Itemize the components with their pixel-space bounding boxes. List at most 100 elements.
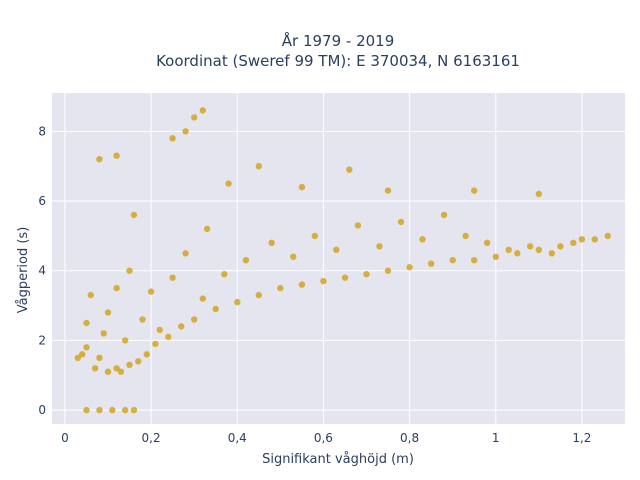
data-point xyxy=(234,298,241,306)
data-point xyxy=(182,128,189,135)
x-tick-label: 0 xyxy=(61,431,69,445)
data-point xyxy=(346,166,353,173)
data-point xyxy=(449,257,456,264)
data-point xyxy=(83,319,90,327)
data-point xyxy=(535,246,542,253)
data-point xyxy=(135,358,142,365)
data-point xyxy=(139,316,146,323)
data-point xyxy=(74,354,82,361)
x-tick-label: 0,8 xyxy=(400,431,419,445)
data-point xyxy=(126,267,133,274)
data-point xyxy=(483,239,491,246)
y-tick-label: 8 xyxy=(38,124,46,138)
data-points xyxy=(74,107,611,414)
data-point xyxy=(419,236,426,243)
data-point xyxy=(126,361,133,368)
data-point xyxy=(117,368,125,375)
data-point xyxy=(91,365,99,372)
data-point xyxy=(122,337,129,344)
plot-area xyxy=(52,93,625,424)
data-point xyxy=(384,267,392,274)
y-tick-label: 4 xyxy=(38,264,46,278)
data-point xyxy=(242,257,250,264)
data-point xyxy=(341,274,349,281)
y-tick-label: 6 xyxy=(38,194,46,208)
data-point xyxy=(100,330,107,337)
x-axis-title: Signifikant våghöjd (m) xyxy=(262,452,414,467)
x-tick-label: 0,2 xyxy=(142,431,161,445)
data-point xyxy=(376,243,383,250)
data-point xyxy=(147,288,155,295)
data-point xyxy=(104,368,112,375)
chart-title: År 1979 - 2019 xyxy=(282,31,395,50)
data-point xyxy=(505,246,512,253)
data-point xyxy=(152,340,159,348)
data-point xyxy=(363,271,370,278)
data-point xyxy=(182,250,189,257)
chart-subtitle: Koordinat (Sweref 99 TM): E 370034, N 61… xyxy=(156,52,520,70)
data-point xyxy=(268,239,275,246)
data-point xyxy=(535,190,542,198)
data-point xyxy=(169,135,176,142)
data-point xyxy=(165,333,172,341)
y-tick-label: 2 xyxy=(38,333,46,347)
data-point xyxy=(178,323,185,330)
data-point xyxy=(143,351,150,358)
data-point xyxy=(440,211,448,219)
data-point xyxy=(156,326,163,334)
x-tick-label: 1 xyxy=(492,431,500,445)
data-point xyxy=(169,274,176,281)
data-point xyxy=(113,365,120,372)
data-point xyxy=(604,232,611,240)
x-axis-ticks: 0 0,2 0,4 0,6 0,8 1 1,2 xyxy=(61,431,591,445)
y-axis-title: Vågperiod (s) xyxy=(16,227,31,314)
data-point xyxy=(255,291,262,299)
data-point xyxy=(113,284,120,292)
data-point xyxy=(298,183,306,191)
data-point xyxy=(203,225,211,233)
data-point xyxy=(199,295,206,302)
data-point xyxy=(109,406,116,414)
data-point xyxy=(514,250,521,257)
data-point xyxy=(199,107,206,114)
data-point xyxy=(548,250,555,257)
data-point xyxy=(130,406,138,414)
data-point xyxy=(96,406,103,414)
data-point xyxy=(471,257,478,264)
data-point xyxy=(406,264,413,271)
data-point xyxy=(122,406,129,414)
data-point xyxy=(471,187,478,194)
data-point xyxy=(384,187,392,194)
data-point xyxy=(298,281,306,288)
data-point xyxy=(591,236,598,243)
data-point xyxy=(354,222,362,229)
data-point xyxy=(462,232,469,240)
data-point xyxy=(311,232,318,240)
data-point xyxy=(277,284,284,292)
data-point xyxy=(191,316,198,323)
data-point xyxy=(492,253,499,260)
data-point xyxy=(191,114,198,121)
x-tick-label: 0,6 xyxy=(314,431,333,445)
data-point xyxy=(320,277,327,285)
data-point xyxy=(570,239,577,246)
data-point xyxy=(221,271,228,278)
y-tick-label: 0 xyxy=(38,403,46,417)
data-point xyxy=(104,309,112,316)
data-point xyxy=(87,291,95,299)
data-point xyxy=(427,260,435,267)
data-point xyxy=(333,246,340,253)
data-point xyxy=(130,211,138,219)
x-tick-label: 1,2 xyxy=(572,431,591,445)
data-point xyxy=(397,218,405,226)
data-point xyxy=(578,236,586,243)
y-axis-ticks: 0 2 4 6 8 xyxy=(38,124,46,417)
data-point xyxy=(225,180,232,187)
data-point xyxy=(212,305,219,313)
data-point xyxy=(557,243,564,250)
data-point xyxy=(113,152,120,159)
data-point xyxy=(527,243,534,250)
x-tick-label: 0,4 xyxy=(228,431,247,445)
